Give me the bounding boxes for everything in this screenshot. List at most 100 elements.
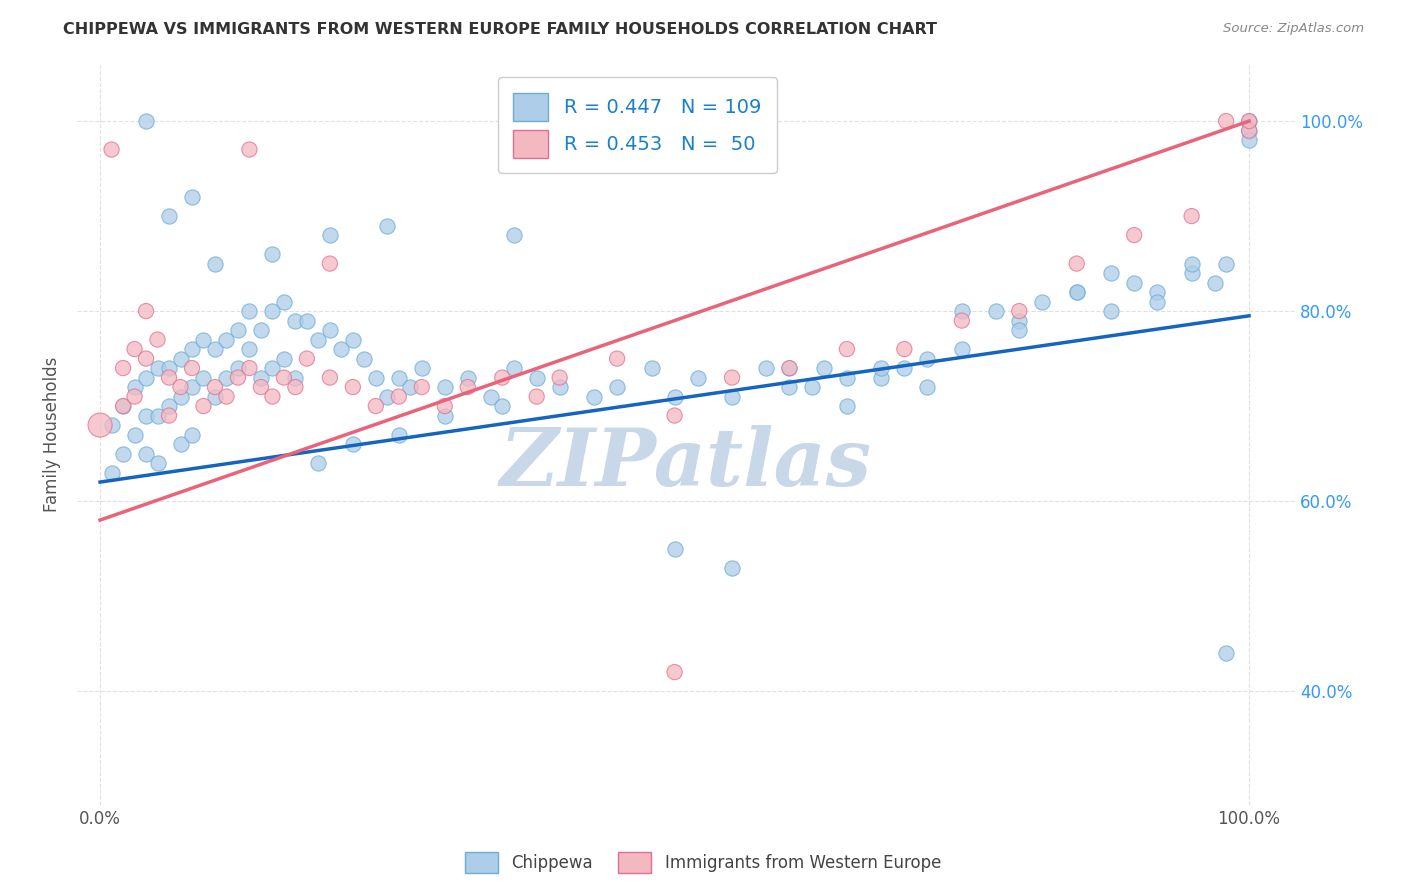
- Point: [193, 370, 215, 384]
- Text: Source: ZipAtlas.com: Source: ZipAtlas.com: [1223, 22, 1364, 36]
- Point: [548, 380, 571, 394]
- Point: [135, 446, 157, 460]
- Point: [1066, 285, 1088, 299]
- Point: [583, 390, 606, 404]
- Point: [307, 456, 329, 470]
- Point: [411, 380, 433, 394]
- Point: [606, 351, 628, 366]
- Point: [157, 361, 180, 376]
- Point: [950, 304, 973, 318]
- Point: [491, 370, 513, 384]
- Point: [1181, 266, 1204, 280]
- Point: [295, 351, 318, 366]
- Point: [1008, 323, 1031, 337]
- Point: [1146, 294, 1168, 309]
- Point: [169, 437, 191, 451]
- Point: [388, 370, 411, 384]
- Point: [100, 143, 122, 157]
- Point: [181, 342, 204, 356]
- Point: [526, 390, 548, 404]
- Legend: Chippewa, Immigrants from Western Europe: Chippewa, Immigrants from Western Europe: [458, 846, 948, 880]
- Point: [238, 304, 260, 318]
- Point: [399, 380, 422, 394]
- Point: [686, 370, 709, 384]
- Point: [250, 380, 273, 394]
- Point: [226, 323, 249, 337]
- Point: [284, 370, 307, 384]
- Point: [353, 351, 375, 366]
- Point: [502, 361, 524, 376]
- Y-axis label: Family Households: Family Households: [44, 357, 60, 512]
- Point: [319, 228, 342, 243]
- Point: [433, 380, 456, 394]
- Point: [1237, 114, 1260, 128]
- Point: [835, 370, 858, 384]
- Point: [801, 380, 824, 394]
- Point: [1181, 209, 1204, 223]
- Point: [1181, 256, 1204, 270]
- Point: [813, 361, 835, 376]
- Point: [112, 399, 135, 413]
- Point: [479, 390, 502, 404]
- Point: [204, 390, 226, 404]
- Point: [146, 333, 169, 347]
- Point: [284, 380, 307, 394]
- Point: [100, 466, 122, 480]
- Point: [375, 390, 398, 404]
- Point: [1008, 304, 1031, 318]
- Point: [135, 409, 157, 423]
- Point: [526, 370, 548, 384]
- Point: [124, 390, 146, 404]
- Point: [664, 409, 686, 423]
- Point: [1123, 228, 1146, 243]
- Point: [893, 342, 915, 356]
- Point: [250, 370, 273, 384]
- Point: [169, 351, 191, 366]
- Point: [1237, 123, 1260, 137]
- Point: [1215, 114, 1237, 128]
- Point: [181, 427, 204, 442]
- Point: [319, 323, 342, 337]
- Point: [548, 370, 571, 384]
- Point: [135, 304, 157, 318]
- Point: [273, 370, 295, 384]
- Point: [640, 361, 662, 376]
- Point: [917, 380, 939, 394]
- Point: [1237, 133, 1260, 147]
- Point: [157, 409, 180, 423]
- Point: [388, 427, 411, 442]
- Point: [193, 399, 215, 413]
- Point: [986, 304, 1008, 318]
- Point: [273, 351, 295, 366]
- Point: [181, 190, 204, 204]
- Point: [664, 665, 686, 679]
- Point: [664, 390, 686, 404]
- Point: [204, 256, 226, 270]
- Point: [135, 114, 157, 128]
- Point: [457, 380, 479, 394]
- Point: [491, 399, 513, 413]
- Point: [226, 370, 249, 384]
- Point: [1031, 294, 1053, 309]
- Point: [319, 256, 342, 270]
- Point: [835, 399, 858, 413]
- Point: [215, 390, 238, 404]
- Point: [262, 247, 284, 261]
- Point: [893, 361, 915, 376]
- Point: [100, 418, 122, 433]
- Point: [146, 456, 169, 470]
- Point: [664, 541, 686, 556]
- Point: [778, 361, 800, 376]
- Point: [112, 399, 135, 413]
- Point: [721, 370, 744, 384]
- Point: [135, 351, 157, 366]
- Text: ZIPatlas: ZIPatlas: [501, 425, 872, 503]
- Point: [870, 370, 893, 384]
- Point: [502, 228, 524, 243]
- Point: [606, 380, 628, 394]
- Point: [330, 342, 353, 356]
- Point: [375, 219, 398, 233]
- Point: [169, 390, 191, 404]
- Point: [157, 209, 180, 223]
- Text: CHIPPEWA VS IMMIGRANTS FROM WESTERN EUROPE FAMILY HOUSEHOLDS CORRELATION CHART: CHIPPEWA VS IMMIGRANTS FROM WESTERN EURO…: [63, 22, 938, 37]
